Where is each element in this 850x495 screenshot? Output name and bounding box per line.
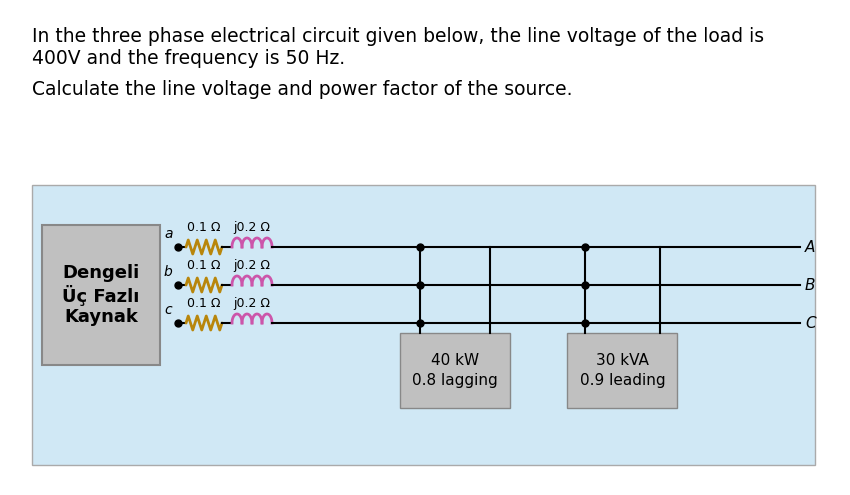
Text: j0.2 Ω: j0.2 Ω	[234, 221, 270, 234]
FancyBboxPatch shape	[400, 333, 510, 408]
Text: 0.1 Ω: 0.1 Ω	[187, 259, 221, 272]
Text: B: B	[805, 278, 815, 293]
Text: a: a	[164, 227, 173, 241]
Text: 0.1 Ω: 0.1 Ω	[187, 297, 221, 310]
FancyBboxPatch shape	[568, 333, 677, 408]
Text: 0.9 leading: 0.9 leading	[580, 373, 666, 388]
Text: Dengeli: Dengeli	[62, 264, 139, 282]
Text: In the three phase electrical circuit given below, the line voltage of the load : In the three phase electrical circuit gi…	[32, 27, 764, 46]
Text: c: c	[164, 303, 172, 317]
FancyBboxPatch shape	[42, 225, 160, 365]
Text: Üç Fazlı: Üç Fazlı	[62, 285, 139, 305]
Text: j0.2 Ω: j0.2 Ω	[234, 259, 270, 272]
Text: 0.8 lagging: 0.8 lagging	[412, 373, 498, 388]
Text: Calculate the line voltage and power factor of the source.: Calculate the line voltage and power fac…	[32, 80, 573, 99]
Text: Kaynak: Kaynak	[64, 308, 138, 326]
Text: 30 kVA: 30 kVA	[596, 353, 649, 368]
Text: 400V and the frequency is 50 Hz.: 400V and the frequency is 50 Hz.	[32, 49, 345, 68]
Text: j0.2 Ω: j0.2 Ω	[234, 297, 270, 310]
Text: A: A	[805, 240, 815, 254]
Text: 0.1 Ω: 0.1 Ω	[187, 221, 221, 234]
FancyBboxPatch shape	[32, 185, 815, 465]
Text: b: b	[164, 265, 173, 279]
Text: C: C	[805, 315, 816, 331]
Text: 40 kW: 40 kW	[431, 353, 479, 368]
